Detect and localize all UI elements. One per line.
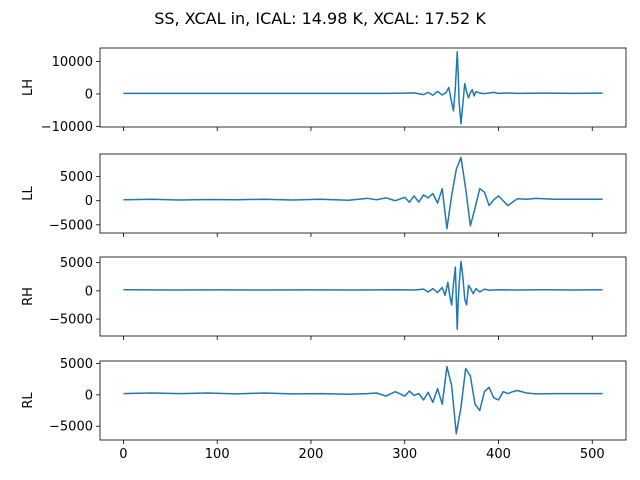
x-tick-label: 500 [580,447,605,462]
y-tick-label: 0 [85,194,93,209]
series-line-rl [123,365,603,435]
series-line-rh [123,260,603,330]
axes-frame [99,153,627,234]
y-tick-label: 10000 [52,55,93,70]
y-tick-label: 0 [85,388,93,403]
axes-frame [99,360,627,441]
y-axis-label: RH [21,287,36,306]
x-tick-label: 0 [119,447,127,462]
y-axis-label: LL [21,186,36,201]
series-line-lh [123,51,603,125]
y-axis-label: RL [21,392,36,409]
y-tick-label: −5000 [49,218,93,233]
x-tick-label: 400 [486,447,511,462]
x-tick-label: 300 [392,447,417,462]
y-tick-label: 5000 [60,357,93,372]
axes-frame [99,47,627,128]
subplot-ll: −5000 0 5000 LL [21,153,627,237]
y-tick-label: 0 [85,87,93,102]
series-line-ll [123,156,603,230]
subplot-grid: −10000010000LH−500005000LL−500005000RH−5… [21,47,627,462]
y-tick-label: 5000 [60,256,93,271]
subplot-lh: −10000 0 10000 LH [21,47,627,135]
subplot-rl: −5000 0 5000 0 100 200 300 400 500 RL [21,357,627,462]
y-tick-label: −10000 [41,120,93,135]
y-tick-label: 5000 [60,170,93,185]
subplot-rh: −5000 0 5000 RH [21,256,627,340]
figure-title: SS, XCAL in, ICAL: 14.98 K, XCAL: 17.52 … [154,9,486,28]
y-tick-label: −5000 [49,313,93,328]
x-tick-label: 200 [299,447,324,462]
axes-frame [99,256,627,337]
y-axis-label: LH [21,79,36,96]
x-tick-label: 100 [205,447,230,462]
y-tick-label: −5000 [49,420,93,435]
y-tick-label: 0 [85,284,93,299]
